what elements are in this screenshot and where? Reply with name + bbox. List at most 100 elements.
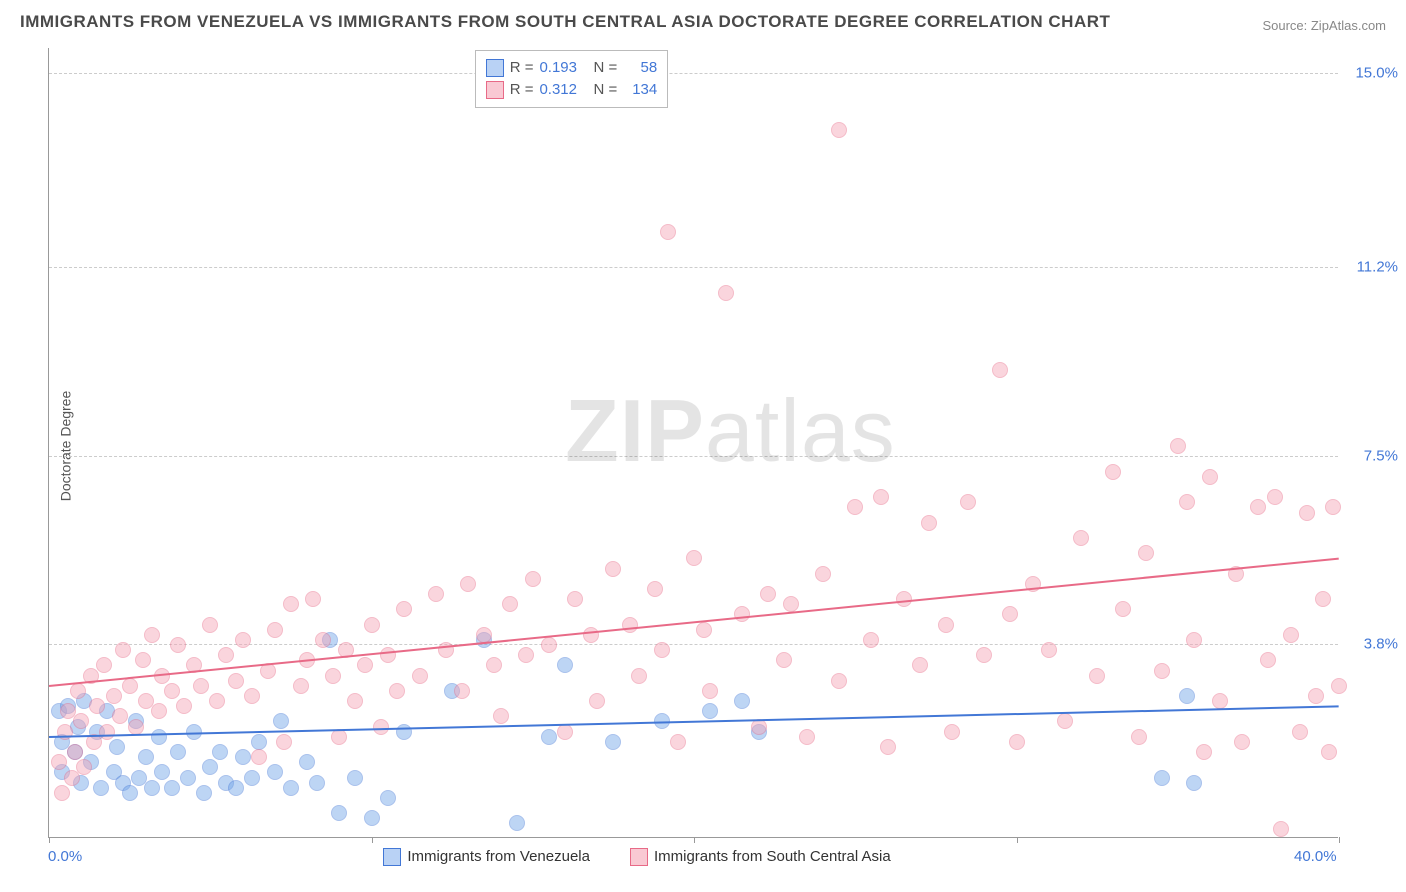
data-point bbox=[380, 790, 396, 806]
data-point bbox=[541, 729, 557, 745]
legend-swatch bbox=[486, 59, 504, 77]
data-point bbox=[176, 698, 192, 714]
data-point bbox=[347, 693, 363, 709]
data-point bbox=[1273, 821, 1289, 837]
data-point bbox=[364, 617, 380, 633]
data-point bbox=[99, 724, 115, 740]
data-point bbox=[605, 561, 621, 577]
legend-stats-row: R =0.312N =134 bbox=[486, 79, 658, 101]
watermark: ZIPatlas bbox=[565, 380, 896, 482]
data-point bbox=[1331, 678, 1347, 694]
data-point bbox=[305, 591, 321, 607]
data-point bbox=[70, 683, 86, 699]
data-point bbox=[144, 780, 160, 796]
data-point bbox=[605, 734, 621, 750]
data-point bbox=[1202, 469, 1218, 485]
data-point bbox=[106, 688, 122, 704]
data-point bbox=[686, 550, 702, 566]
y-tick-label: 15.0% bbox=[1348, 65, 1398, 82]
data-point bbox=[212, 744, 228, 760]
data-point bbox=[164, 683, 180, 699]
data-point bbox=[1002, 606, 1018, 622]
y-tick-label: 3.8% bbox=[1348, 636, 1398, 653]
data-point bbox=[396, 724, 412, 740]
legend-r-value: 0.193 bbox=[539, 57, 587, 79]
data-point bbox=[54, 785, 70, 801]
data-point bbox=[299, 754, 315, 770]
data-point bbox=[1212, 693, 1228, 709]
data-point bbox=[880, 739, 896, 755]
data-point bbox=[863, 632, 879, 648]
data-point bbox=[283, 780, 299, 796]
data-point bbox=[151, 729, 167, 745]
data-point bbox=[734, 606, 750, 622]
data-point bbox=[309, 775, 325, 791]
legend-n-value: 134 bbox=[623, 79, 657, 101]
data-point bbox=[389, 683, 405, 699]
data-point bbox=[128, 719, 144, 735]
data-point bbox=[1315, 591, 1331, 607]
data-point bbox=[276, 734, 292, 750]
data-point bbox=[1267, 489, 1283, 505]
data-point bbox=[1154, 770, 1170, 786]
data-point bbox=[209, 693, 225, 709]
data-point bbox=[1186, 775, 1202, 791]
data-point bbox=[702, 703, 718, 719]
data-point bbox=[396, 601, 412, 617]
data-point bbox=[164, 780, 180, 796]
data-point bbox=[938, 617, 954, 633]
data-point bbox=[331, 805, 347, 821]
data-point bbox=[235, 749, 251, 765]
data-point bbox=[1292, 724, 1308, 740]
legend-stats-row: R =0.193N =58 bbox=[486, 57, 658, 79]
data-point bbox=[702, 683, 718, 699]
data-point bbox=[347, 770, 363, 786]
data-point bbox=[235, 632, 251, 648]
data-point bbox=[1073, 530, 1089, 546]
data-point bbox=[525, 571, 541, 587]
data-point bbox=[831, 673, 847, 689]
data-point bbox=[1089, 668, 1105, 684]
legend-r-label: R = bbox=[510, 79, 534, 101]
data-point bbox=[660, 224, 676, 240]
data-point bbox=[267, 622, 283, 638]
data-point bbox=[1321, 744, 1337, 760]
data-point bbox=[251, 749, 267, 765]
data-point bbox=[109, 739, 125, 755]
legend-n-label: N = bbox=[593, 79, 617, 101]
data-point bbox=[1057, 713, 1073, 729]
x-min-label: 0.0% bbox=[48, 848, 82, 865]
legend-swatch bbox=[383, 848, 401, 866]
data-point bbox=[373, 719, 389, 735]
data-point bbox=[1308, 688, 1324, 704]
data-point bbox=[1234, 734, 1250, 750]
data-point bbox=[1179, 688, 1195, 704]
x-tick-mark bbox=[49, 837, 50, 843]
data-point bbox=[180, 770, 196, 786]
data-point bbox=[760, 586, 776, 602]
legend-item: Immigrants from South Central Asia bbox=[630, 846, 891, 868]
chart-title: IMMIGRANTS FROM VENEZUELA VS IMMIGRANTS … bbox=[20, 12, 1110, 32]
data-point bbox=[799, 729, 815, 745]
data-point bbox=[93, 780, 109, 796]
data-point bbox=[144, 627, 160, 643]
x-tick-mark bbox=[372, 837, 373, 843]
data-point bbox=[135, 652, 151, 668]
data-point bbox=[380, 647, 396, 663]
data-point bbox=[1179, 494, 1195, 510]
data-point bbox=[734, 693, 750, 709]
legend-swatch bbox=[630, 848, 648, 866]
gridline bbox=[49, 73, 1338, 74]
data-point bbox=[170, 637, 186, 653]
data-point bbox=[170, 744, 186, 760]
data-point bbox=[267, 764, 283, 780]
data-point bbox=[315, 632, 331, 648]
data-point bbox=[921, 515, 937, 531]
data-point bbox=[1170, 438, 1186, 454]
legend-stats-box: R =0.193N =58R =0.312N =134 bbox=[475, 50, 669, 108]
data-point bbox=[1283, 627, 1299, 643]
data-point bbox=[1131, 729, 1147, 745]
data-point bbox=[273, 713, 289, 729]
data-point bbox=[122, 678, 138, 694]
data-point bbox=[202, 617, 218, 633]
